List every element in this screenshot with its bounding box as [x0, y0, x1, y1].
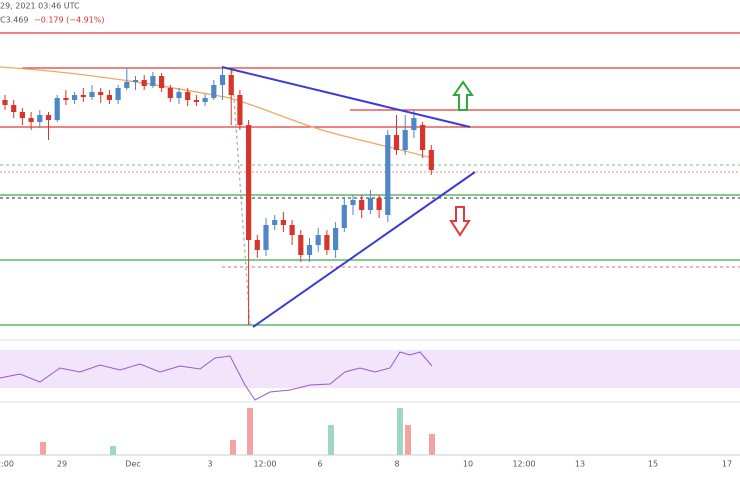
- candle-body: [333, 228, 339, 250]
- candle-body: [124, 82, 130, 88]
- x-tick-label: 17: [722, 460, 732, 469]
- candle-body: [193, 100, 199, 102]
- volume-bar: [110, 446, 116, 455]
- candle-body: [428, 150, 434, 170]
- candle-body: [280, 220, 286, 225]
- candle-body: [185, 92, 191, 100]
- candle-body: [315, 235, 321, 245]
- candle-body: [367, 198, 373, 210]
- volume-bar: [429, 434, 435, 455]
- candle-body: [393, 135, 400, 150]
- candle-body: [411, 118, 417, 130]
- candle-body: [28, 118, 34, 122]
- candle-body: [37, 115, 43, 122]
- volume-bar: [397, 408, 403, 455]
- x-tick-label: 3: [207, 460, 212, 469]
- candle-body: [246, 125, 252, 240]
- candle-body: [141, 80, 147, 86]
- header: 29, 2021 03:46 UTC: [0, 2, 80, 11]
- candle-body: [350, 200, 356, 205]
- rsi-line: [0, 351, 433, 401]
- candle-body: [19, 112, 25, 118]
- candle-body: [289, 225, 295, 235]
- candle-body: [63, 98, 69, 100]
- x-tick-label: 12:00: [512, 460, 535, 469]
- x-tick-label: 12:00: [253, 460, 276, 469]
- candle-body: [420, 125, 426, 150]
- candle-body: [150, 76, 156, 86]
- candle-body: [254, 240, 260, 250]
- candle-body: [306, 245, 313, 255]
- volume-bar: [40, 442, 46, 455]
- candle-body: [211, 85, 217, 98]
- change-text: −0.179 (−4.91%): [34, 16, 105, 25]
- trendline: [252, 171, 476, 328]
- candle-body: [272, 220, 278, 225]
- candle-body: [359, 200, 365, 210]
- drop-guide: [231, 69, 251, 326]
- candles: [2, 68, 434, 325]
- candle-body: [11, 105, 17, 112]
- candle-body: [341, 205, 347, 228]
- candle-body: [2, 100, 8, 105]
- x-tick-label: Dec: [125, 460, 140, 469]
- candle-body: [80, 95, 86, 97]
- candle-body: [167, 88, 173, 98]
- candle-body: [106, 95, 112, 100]
- candle-body: [159, 76, 165, 88]
- down-arrow: [449, 206, 471, 237]
- candle-body: [263, 225, 269, 250]
- candle-body: [298, 235, 304, 255]
- candle-body: [202, 98, 208, 102]
- candle-body: [376, 198, 382, 210]
- rsi-band: [0, 350, 740, 388]
- x-tick-label: 10: [463, 460, 473, 469]
- volume-bar: [247, 408, 253, 455]
- up-arrow: [452, 80, 474, 111]
- candle-body: [98, 92, 104, 95]
- candle-body: [176, 92, 182, 98]
- x-tick-label: 29: [57, 460, 67, 469]
- x-tick-label: 15: [648, 460, 658, 469]
- candle-body: [402, 130, 408, 150]
- moving-average: [0, 66, 433, 159]
- candle-body: [89, 92, 95, 97]
- volume-bars: [40, 408, 435, 455]
- candle-body: [228, 75, 234, 95]
- trendline: [221, 66, 471, 128]
- candle-body: [219, 75, 226, 85]
- candle-body: [54, 98, 60, 120]
- x-tick-label: 8: [394, 460, 399, 469]
- candle-body: [237, 95, 243, 125]
- candle-body: [385, 135, 391, 215]
- x-tick-label: 13: [575, 460, 585, 469]
- x-tick-label: 2:00: [0, 460, 14, 469]
- x-tick-label: 6: [317, 460, 322, 469]
- volume-bar: [405, 425, 411, 455]
- levels: [0, 32, 740, 326]
- close-text: C3.469: [0, 16, 29, 25]
- candle-body: [45, 115, 52, 120]
- candle-body: [72, 95, 78, 100]
- volume-bar: [328, 425, 334, 455]
- candle-body: [132, 80, 139, 82]
- volume-bar: [230, 440, 236, 455]
- candle-body: [115, 88, 121, 100]
- candle-body: [324, 235, 330, 250]
